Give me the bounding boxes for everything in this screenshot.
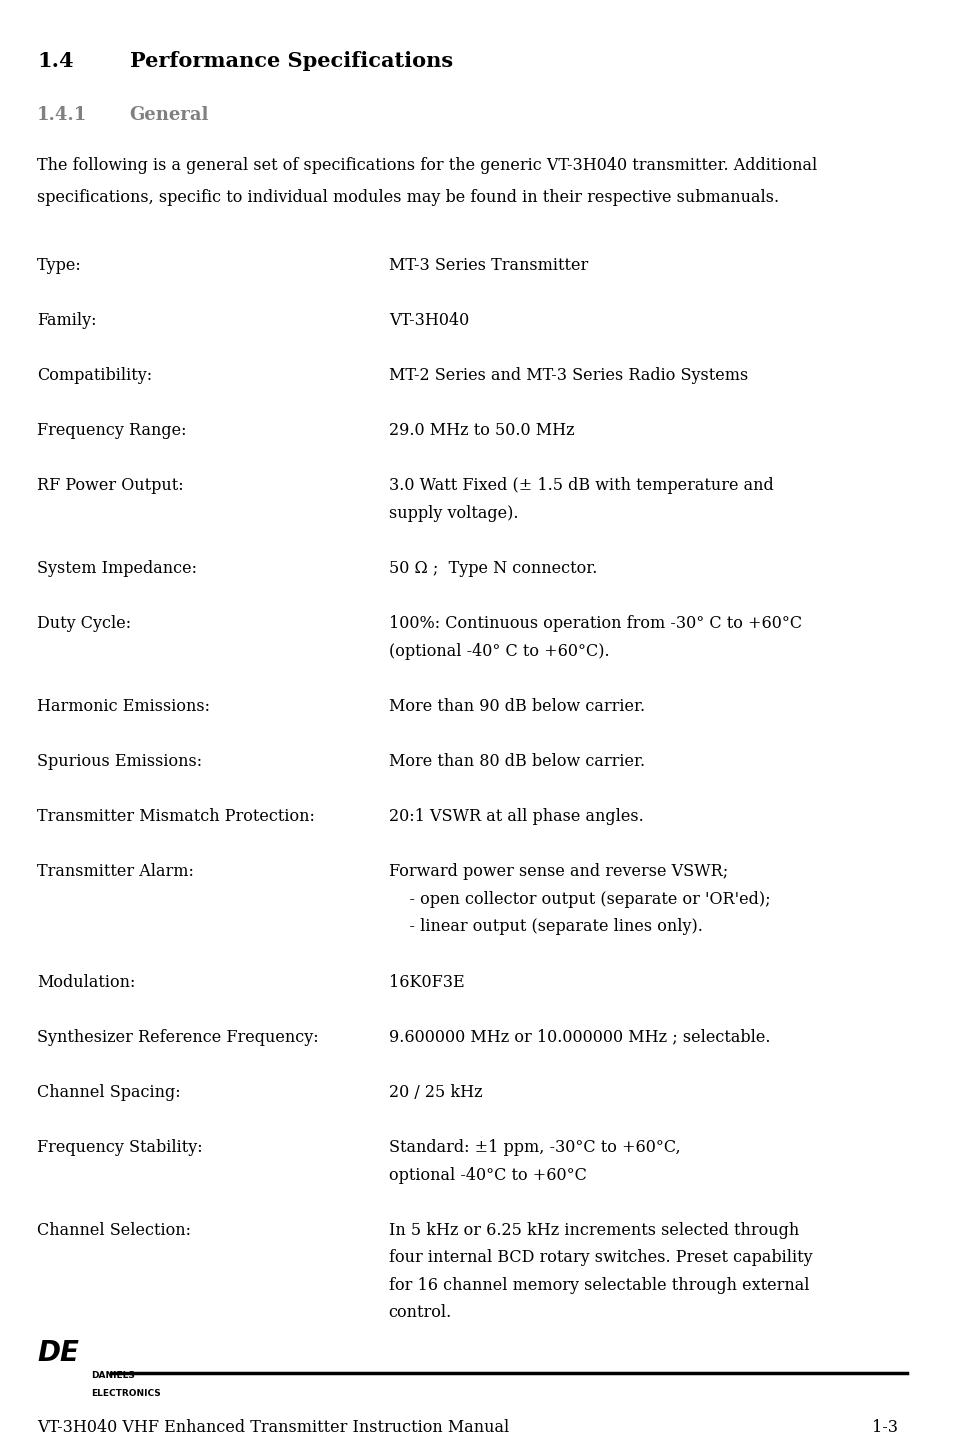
Text: 16K0F3E: 16K0F3E — [388, 974, 464, 991]
Text: optional -40°C to +60°C: optional -40°C to +60°C — [388, 1167, 586, 1184]
Text: Standard: ±1 ppm, -30°C to +60°C,: Standard: ±1 ppm, -30°C to +60°C, — [388, 1139, 680, 1156]
Text: Compatibility:: Compatibility: — [37, 367, 152, 385]
Text: Frequency Range:: Frequency Range: — [37, 422, 187, 440]
Text: In 5 kHz or 6.25 kHz increments selected through: In 5 kHz or 6.25 kHz increments selected… — [388, 1222, 798, 1239]
Text: Family:: Family: — [37, 312, 97, 329]
Text: Performance Specifications: Performance Specifications — [129, 51, 452, 71]
Text: DANIELS: DANIELS — [91, 1371, 135, 1380]
Text: General: General — [129, 106, 209, 123]
Text: Forward power sense and reverse VSWR;: Forward power sense and reverse VSWR; — [388, 863, 727, 881]
Text: Frequency Stability:: Frequency Stability: — [37, 1139, 202, 1156]
Text: 3.0 Watt Fixed (± 1.5 dB with temperature and: 3.0 Watt Fixed (± 1.5 dB with temperatur… — [388, 477, 773, 495]
Text: for 16 channel memory selectable through external: for 16 channel memory selectable through… — [388, 1277, 808, 1294]
Text: Channel Selection:: Channel Selection: — [37, 1222, 191, 1239]
Text: Duty Cycle:: Duty Cycle: — [37, 615, 131, 633]
Text: Channel Spacing:: Channel Spacing: — [37, 1084, 181, 1101]
Text: supply voltage).: supply voltage). — [388, 505, 518, 522]
Text: (optional -40° C to +60°C).: (optional -40° C to +60°C). — [388, 643, 609, 660]
Text: VT-3H040 VHF Enhanced Transmitter Instruction Manual: VT-3H040 VHF Enhanced Transmitter Instru… — [37, 1419, 509, 1436]
Text: The following is a general set of specifications for the generic VT-3H040 transm: The following is a general set of specif… — [37, 157, 817, 174]
Text: More than 80 dB below carrier.: More than 80 dB below carrier. — [388, 753, 644, 770]
Text: specifications, specific to individual modules may be found in their respective : specifications, specific to individual m… — [37, 189, 779, 206]
Text: Harmonic Emissions:: Harmonic Emissions: — [37, 698, 210, 715]
Text: 9.600000 MHz or 10.000000 MHz ; selectable.: 9.600000 MHz or 10.000000 MHz ; selectab… — [388, 1029, 769, 1046]
Text: MT-3 Series Transmitter: MT-3 Series Transmitter — [388, 257, 587, 274]
Text: 20:1 VSWR at all phase angles.: 20:1 VSWR at all phase angles. — [388, 808, 643, 826]
Text: System Impedance:: System Impedance: — [37, 560, 196, 577]
Text: DE: DE — [37, 1339, 79, 1367]
Text: 1.4: 1.4 — [37, 51, 73, 71]
Text: - linear output (separate lines only).: - linear output (separate lines only). — [388, 918, 701, 936]
Text: MT-2 Series and MT-3 Series Radio Systems: MT-2 Series and MT-3 Series Radio System… — [388, 367, 747, 385]
Text: 50 Ω ;  Type N connector.: 50 Ω ; Type N connector. — [388, 560, 596, 577]
Text: 1-3: 1-3 — [871, 1419, 897, 1436]
Text: 100%: Continuous operation from -30° C to +60°C: 100%: Continuous operation from -30° C t… — [388, 615, 801, 633]
Text: control.: control. — [388, 1304, 451, 1322]
Text: More than 90 dB below carrier.: More than 90 dB below carrier. — [388, 698, 644, 715]
Text: 20 / 25 kHz: 20 / 25 kHz — [388, 1084, 482, 1101]
Text: RF Power Output:: RF Power Output: — [37, 477, 184, 495]
Text: 1.4.1: 1.4.1 — [37, 106, 87, 123]
Text: ELECTRONICS: ELECTRONICS — [91, 1389, 160, 1397]
Text: VT-3H040: VT-3H040 — [388, 312, 468, 329]
Text: Transmitter Mismatch Protection:: Transmitter Mismatch Protection: — [37, 808, 315, 826]
Text: Modulation:: Modulation: — [37, 974, 135, 991]
Text: 29.0 MHz to 50.0 MHz: 29.0 MHz to 50.0 MHz — [388, 422, 573, 440]
Text: - open collector output (separate or 'OR'ed);: - open collector output (separate or 'OR… — [388, 891, 770, 908]
Text: Synthesizer Reference Frequency:: Synthesizer Reference Frequency: — [37, 1029, 319, 1046]
Text: Transmitter Alarm:: Transmitter Alarm: — [37, 863, 193, 881]
Text: Spurious Emissions:: Spurious Emissions: — [37, 753, 202, 770]
Text: four internal BCD rotary switches. Preset capability: four internal BCD rotary switches. Prese… — [388, 1249, 812, 1267]
Text: Type:: Type: — [37, 257, 82, 274]
